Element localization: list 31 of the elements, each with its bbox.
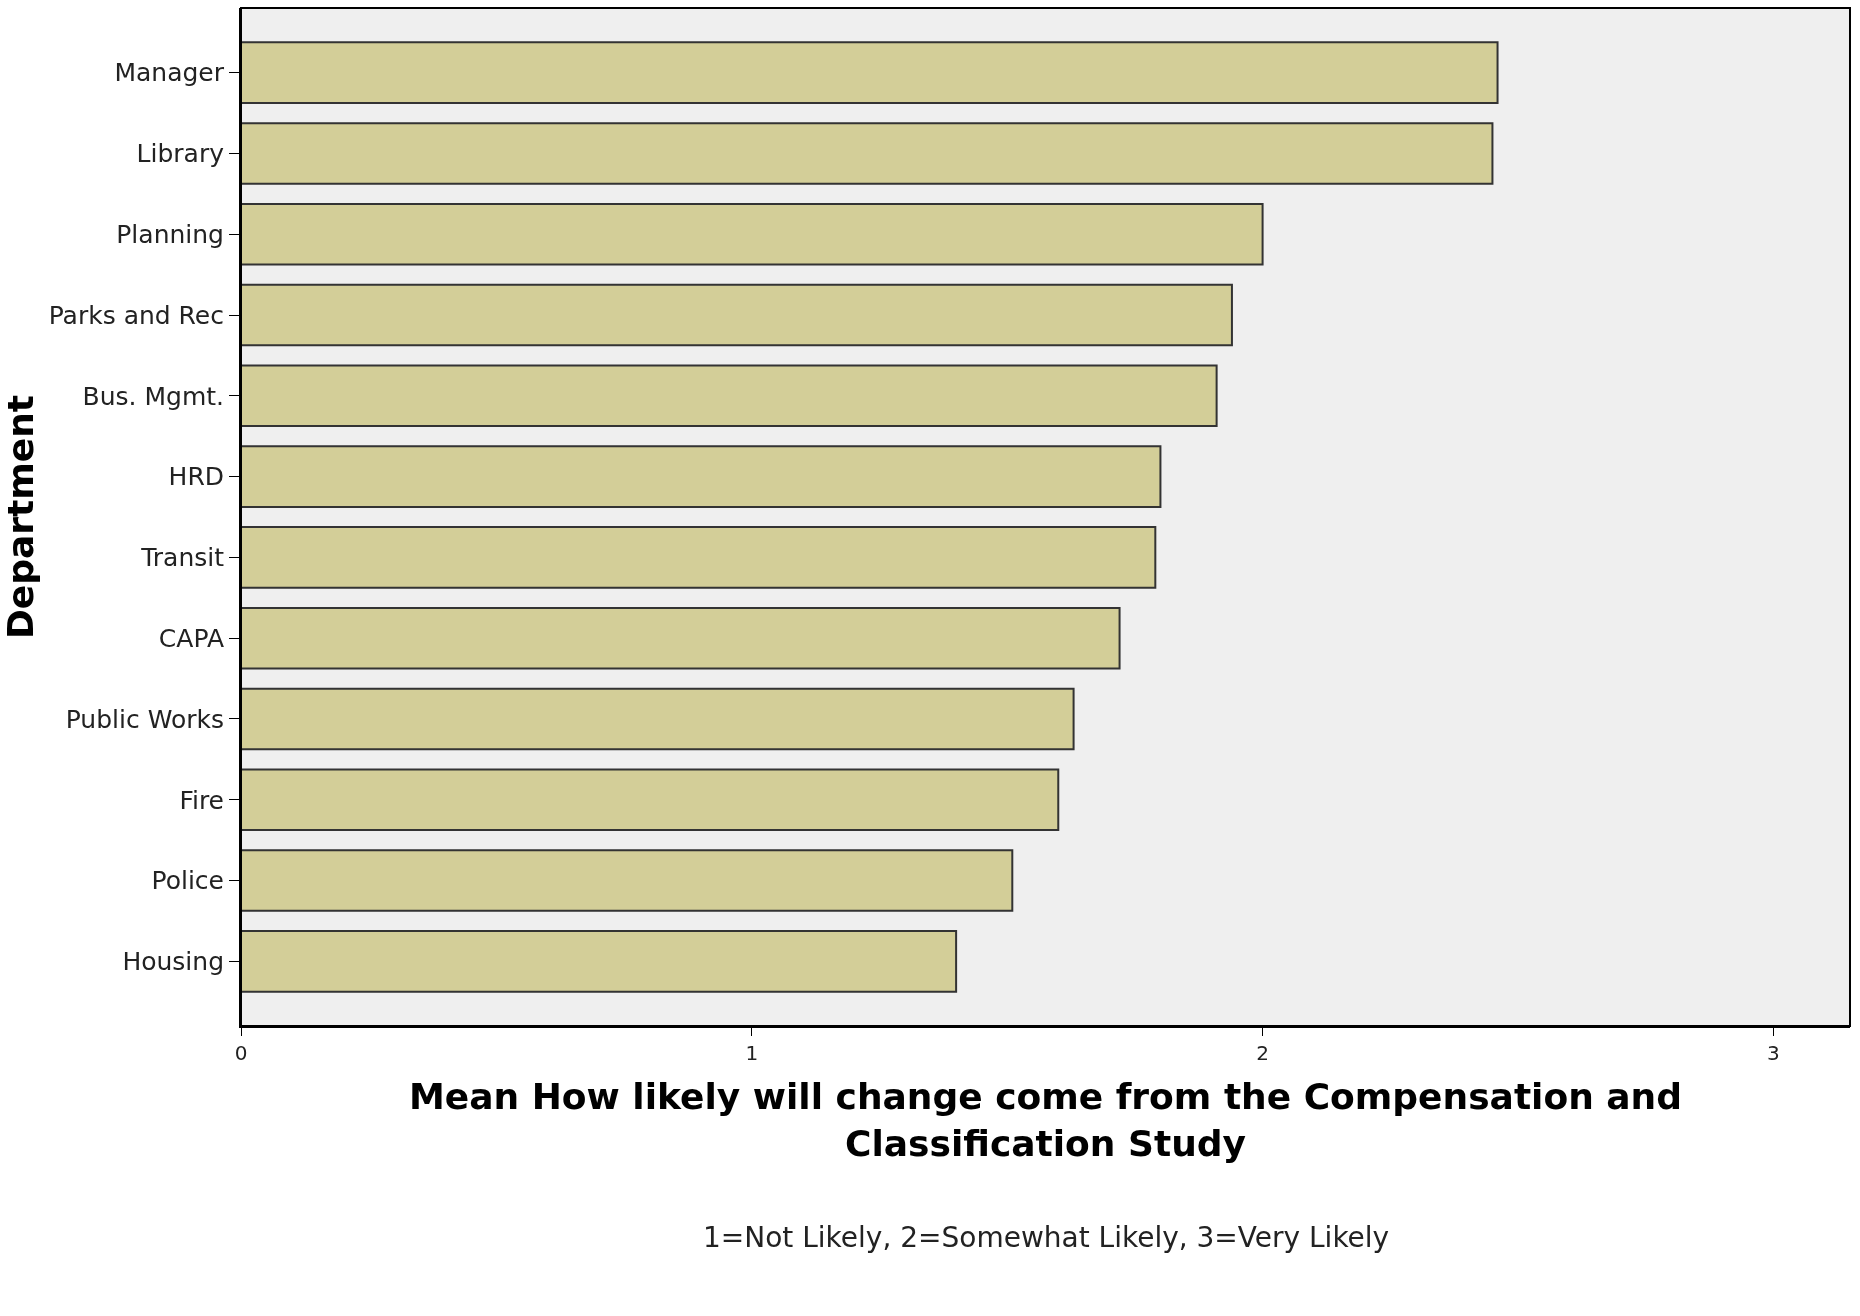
y-tick-label: Police	[151, 866, 224, 896]
bar	[241, 41, 1499, 104]
bar	[241, 849, 1014, 912]
y-tick-label: HRD	[168, 462, 224, 492]
bar	[241, 930, 958, 993]
y-axis-title: Department	[0, 394, 41, 640]
y-tick-label: CAPA	[158, 623, 224, 653]
bar	[241, 202, 1264, 266]
x-tick-label: 2	[1256, 1041, 1269, 1065]
y-tick-label: Parks and Rec	[48, 300, 224, 330]
bar	[241, 283, 1233, 347]
x-tick-label: 1	[745, 1041, 759, 1065]
y-tick-label: Fire	[179, 785, 224, 815]
bar	[241, 526, 1157, 589]
bar	[241, 768, 1060, 832]
text: 1=Not Likely, 2=Somewhat Likely, 3=Very Likely	[703, 1221, 1390, 1254]
bar	[241, 122, 1494, 185]
y-tick-label: Planning	[116, 219, 224, 249]
bar	[241, 606, 1121, 670]
bar	[241, 687, 1075, 751]
bar	[241, 364, 1218, 428]
y-tick-label: Housing	[122, 947, 224, 977]
x-tick-label: 0	[234, 1041, 248, 1065]
x-axis-title: Mean How likely will change come from the Compensation and Classification Study	[408, 1076, 1683, 1164]
y-tick-label: Library	[136, 139, 225, 169]
y-tick-label: Public Works	[65, 704, 224, 734]
y-tick-label: Bus. Mgmt.	[82, 381, 224, 411]
y-tick-label: Transit	[140, 543, 225, 573]
y-tick-label: Manager	[114, 58, 225, 88]
bar	[241, 445, 1162, 508]
x-tick-label: 3	[1767, 1041, 1780, 1065]
